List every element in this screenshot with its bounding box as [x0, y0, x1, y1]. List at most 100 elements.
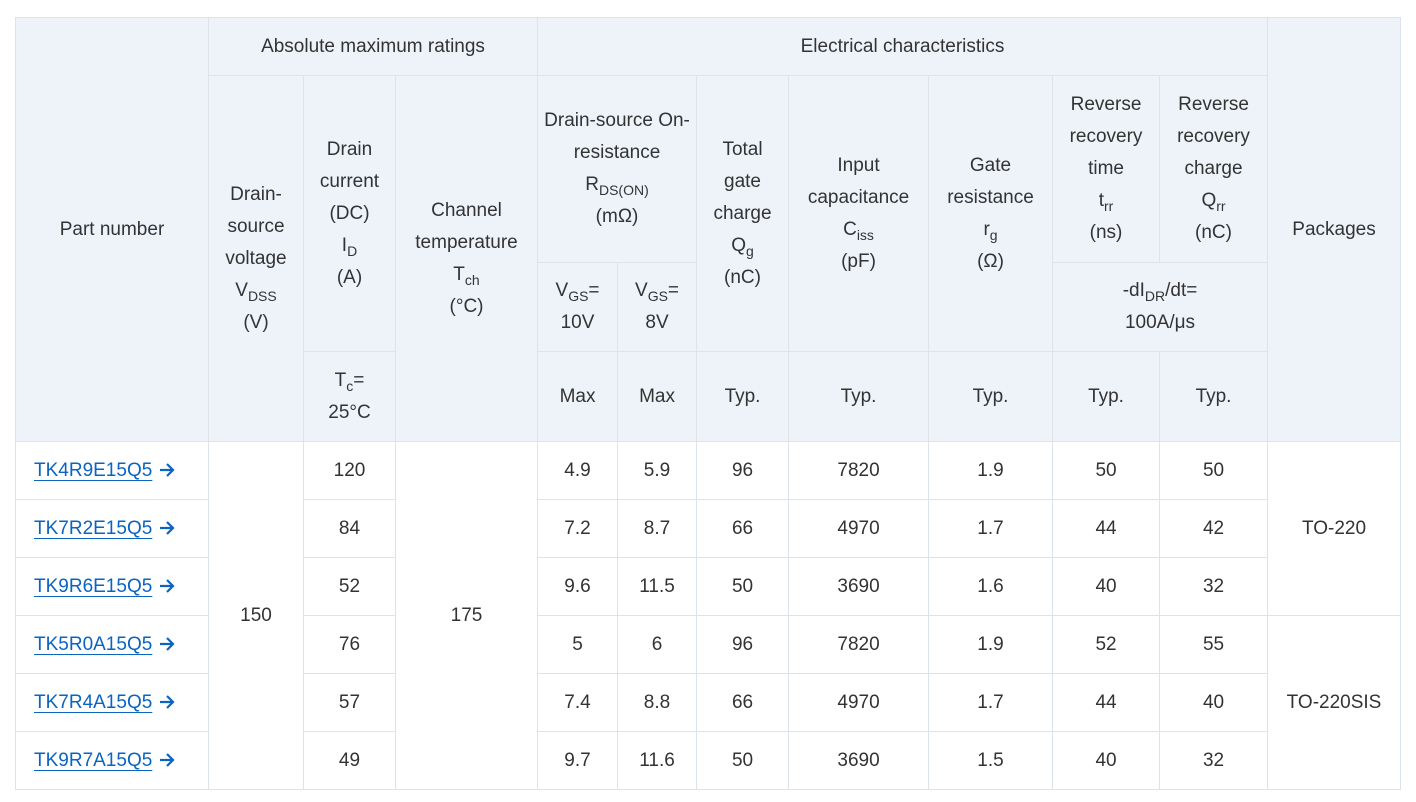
part-number: TK4R9E15Q5	[34, 459, 153, 481]
part-link[interactable]: TK9R7A15Q5	[34, 750, 176, 771]
header-cell: Packages	[1267, 17, 1402, 442]
header-line: Tc=	[310, 365, 389, 397]
qrr-cell: 32	[1159, 557, 1269, 616]
header-text: 8V	[645, 312, 669, 333]
part-link[interactable]: TK7R2E15Q5	[34, 518, 176, 539]
header-line: Typ.	[795, 381, 922, 413]
header-text: Total gate charge	[713, 138, 772, 224]
table-row: TK5R0A15Q5 76 5 6 96 7820 1.9 52 55 TO-220SIS	[15, 615, 1402, 790]
header-line: RDS(ON)	[544, 169, 690, 201]
header-text: C	[843, 218, 857, 240]
header-line: Qg	[703, 230, 782, 262]
part-link[interactable]: TK9R6E15Q5	[34, 576, 176, 597]
header-text: Drain-source On-resistance	[544, 110, 690, 163]
header-cell: Channel temperature Tch (°C)	[394, 75, 539, 442]
header-text: Typ.	[1195, 385, 1232, 407]
header-text: (ns)	[1089, 222, 1123, 243]
part-number: TK5R0A15Q5	[34, 633, 153, 655]
header-line: (V)	[215, 307, 297, 339]
header-text: Drain current (DC)	[319, 138, 380, 224]
subscript: ch	[464, 271, 480, 288]
header-text: Reverse recovery charge	[1177, 94, 1250, 179]
trr-cell: 40	[1052, 731, 1161, 790]
header-text: (Ω)	[977, 250, 1004, 272]
header-cell: Part number	[15, 17, 209, 442]
header-line: (mΩ)	[544, 201, 690, 233]
part-link[interactable]: TK5R0A15Q5	[34, 634, 176, 655]
rdson8-cell: 8.8	[617, 673, 698, 732]
arrow-icon	[160, 636, 175, 651]
table-row: TK9R7A15Q5 49 9.7 11.6 50 3690 1.5 40 32	[15, 731, 1401, 790]
header-cell: Typ.	[788, 351, 930, 442]
header-text: Typ.	[972, 385, 1009, 407]
part-cell: TK7R4A15Q5	[15, 673, 209, 732]
header-line: VDSS	[215, 275, 297, 307]
header-line: Typ.	[1166, 381, 1261, 413]
qg-cell: 50	[696, 731, 790, 790]
part-cell: TK9R6E15Q5	[15, 557, 209, 616]
subscript: rr	[1103, 198, 1114, 214]
part-number: TK7R4A15Q5	[34, 691, 153, 713]
header-line: Packages	[1274, 214, 1394, 246]
header-text: /dt=	[1165, 280, 1198, 301]
header-text: T	[453, 263, 465, 285]
header-text: I	[341, 234, 348, 256]
qrr-cell: 40	[1159, 673, 1269, 732]
header-cell: Max	[537, 351, 619, 442]
subscript: DR	[1144, 288, 1166, 304]
subscript: D	[347, 242, 358, 259]
trr-cell: 44	[1052, 499, 1161, 558]
table-row: TK9R6E15Q5 52 9.6 11.5 50 3690 1.6 40 32	[15, 557, 1401, 616]
header-text: Reverse recovery time	[1069, 94, 1143, 179]
header-text: Q	[1201, 190, 1217, 211]
header-line: (Ω)	[935, 246, 1046, 278]
part-link[interactable]: TK7R4A15Q5	[34, 692, 176, 713]
rdson10-cell: 5	[537, 615, 619, 674]
header-text: Gate resistance	[947, 154, 1034, 208]
header-line: Gate resistance	[935, 150, 1046, 214]
header-text: Max	[639, 385, 675, 407]
header-line: (ns)	[1059, 217, 1153, 249]
qg-cell: 66	[696, 499, 790, 558]
header-line: (nC)	[1166, 217, 1261, 249]
rdson8-cell: 11.5	[617, 557, 698, 616]
rdson10-cell: 7.4	[537, 673, 619, 732]
part-number: TK9R6E15Q5	[34, 575, 153, 597]
header-text: (nC)	[1195, 222, 1232, 243]
subscript: iss	[856, 226, 874, 243]
header-text: Q	[731, 234, 746, 256]
header-line: 10V	[544, 307, 611, 339]
header-line: 100A/μs	[1059, 307, 1261, 339]
vdss-cell: 150	[208, 441, 304, 790]
qrr-cell: 42	[1159, 499, 1269, 558]
id-cell: 76	[303, 615, 396, 674]
table-row: TK7R2E15Q5 84 7.2 8.7 66 4970 1.7 44 42	[15, 499, 1401, 558]
header-line: Drain-source voltage	[215, 179, 297, 275]
rg-cell: 1.6	[928, 557, 1054, 616]
header-line: (nC)	[703, 262, 782, 294]
part-number: TK9R7A15Q5	[34, 749, 153, 771]
header-text: =	[353, 369, 365, 391]
header-line: Electrical characteristics	[544, 31, 1261, 63]
part-link[interactable]: TK4R9E15Q5	[34, 460, 176, 481]
part-number: TK7R2E15Q5	[34, 517, 153, 539]
arrow-icon	[160, 462, 175, 477]
header-text: (A)	[336, 266, 363, 288]
rg-cell: 1.7	[928, 499, 1054, 558]
header-cell: Drain-source On-resistance RDS(ON) (mΩ)	[537, 75, 698, 263]
subscript: c	[346, 377, 354, 394]
id-cell: 84	[303, 499, 396, 558]
header-cell: VGS= 8V	[617, 262, 698, 352]
trr-cell: 44	[1052, 673, 1161, 732]
part-cell: TK5R0A15Q5	[15, 615, 209, 674]
header-cell: Total gate charge Qg (nC)	[696, 75, 790, 352]
qrr-cell: 32	[1159, 731, 1269, 790]
ciss-cell: 4970	[788, 499, 930, 558]
header-line: Total gate charge	[703, 134, 782, 230]
header-cell: Typ.	[696, 351, 790, 442]
header-line: VGS=	[624, 275, 690, 307]
header-line: Part number	[22, 214, 202, 246]
header-line: Typ.	[1059, 381, 1153, 413]
rg-cell: 1.9	[928, 615, 1054, 674]
